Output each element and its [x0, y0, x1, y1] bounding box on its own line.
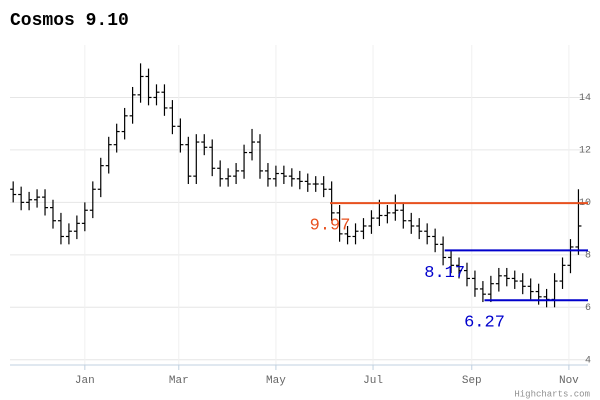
y-tick-label: 14 — [579, 93, 591, 104]
x-tick-label: Nov — [559, 375, 579, 387]
x-tick-label: Jul — [363, 375, 383, 387]
x-tick-label: Mar — [169, 375, 189, 387]
x-tick-label: May — [266, 375, 286, 387]
level-label: 9.97 — [310, 217, 351, 236]
x-tick-label: Jan — [75, 375, 95, 387]
credits[interactable]: Highcharts.com — [514, 389, 590, 399]
y-tick-label: 12 — [579, 146, 591, 157]
y-tick-label: 8 — [585, 250, 591, 261]
level-label: 6.27 — [464, 314, 505, 333]
x-tick-label: Sep — [462, 375, 482, 387]
level-label: 8.17 — [424, 264, 465, 283]
y-tick-label: 6 — [585, 303, 591, 314]
y-tick-label: 4 — [585, 355, 591, 366]
chart-title: Cosmos 9.10 — [10, 11, 129, 31]
